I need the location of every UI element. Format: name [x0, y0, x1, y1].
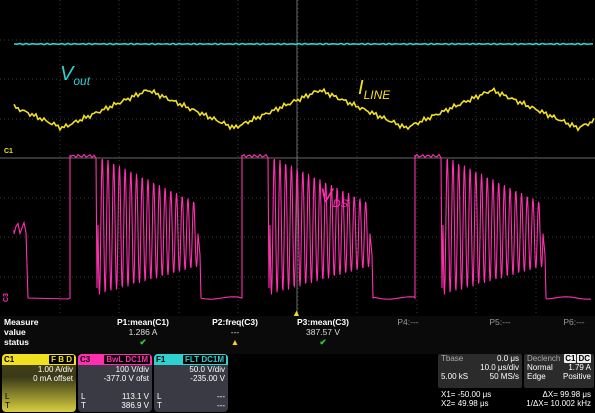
l-label: L [81, 392, 85, 401]
param-name: P1:mean(C1) [108, 317, 178, 327]
param-name: P3:mean(C3) [283, 317, 363, 327]
trigger-type: Edge [527, 372, 546, 381]
timebase-offset: 0.0 μs [497, 354, 519, 363]
param-p1[interactable]: P1:mean(C1) 1.286 A ✔ [108, 317, 178, 347]
x1-value: -50.00 μs [458, 390, 492, 399]
channel-offset: -235.00 V [154, 374, 228, 383]
dx-label: ΔX= [543, 390, 558, 399]
channel-offset: 0 mA offset [2, 374, 76, 383]
param-value: --- [200, 327, 270, 337]
status-ok-icon: ✔ [283, 337, 363, 347]
vds-label: VDS [320, 186, 349, 210]
param-name: P2:freq(C3) [200, 317, 270, 327]
param-name: P4:--- [378, 317, 438, 327]
trigger-source: C1 [564, 354, 576, 363]
dx-value: 99.98 μs [560, 390, 591, 399]
param-name: P5:--- [470, 317, 530, 327]
waveform-grid: Vout ILINE VDS C1 C3 ▲ [0, 0, 595, 316]
channel-c1-descriptor[interactable]: C1 F B D 1.00 A/div 0 mA offset L T [2, 354, 76, 412]
vout-label: Vout [60, 63, 91, 88]
channel-offset: -377.0 V ofst [78, 374, 152, 383]
channel-scale: 100 V/div [78, 365, 152, 374]
waveform-display[interactable]: Vout ILINE VDS C1 C3 ▲ [0, 0, 595, 316]
timebase-title: Tbase [441, 354, 463, 363]
iline-label: ILINE [358, 77, 391, 102]
x1-label: X1= [441, 390, 455, 399]
l-value: 113.1 V [122, 392, 149, 401]
status-warning-icon: ▲ [200, 337, 270, 347]
param-p5[interactable]: P5:--- [470, 317, 530, 327]
channel-number: C1 [4, 355, 14, 364]
cursor-readout: X1= -50.00 μs ΔX= 99.98 μs X2= 49.98 μs … [438, 390, 594, 412]
iline-trace [14, 88, 594, 130]
measure-row-label: Measure [4, 317, 39, 327]
trigger-level: 1.79 A [568, 363, 591, 372]
param-p3[interactable]: P3:mean(C3) 387.57 V ✔ [283, 317, 363, 347]
status-row-label: status [4, 337, 29, 347]
channel-tag: F B D [49, 355, 74, 364]
channel-tag: BwL DC1M [104, 355, 150, 364]
channel-c3-descriptor[interactable]: C3 BwL DC1M 100 V/div -377.0 V ofst L 113… [78, 354, 152, 412]
param-p6[interactable]: P6:--- [553, 317, 595, 327]
channel-scale: 50.0 V/div [154, 365, 228, 374]
timebase-tdiv: 10.0 μs/div [480, 363, 519, 372]
channel-tag: FLT DC1M [183, 355, 226, 364]
l-label: L [5, 392, 9, 401]
channel-number: C3 [80, 355, 90, 364]
value-row-label: value [4, 327, 26, 337]
channel-f1-descriptor[interactable]: F1 FLT DC1M 50.0 V/div -235.00 V L --- T -… [154, 354, 228, 412]
trigger-position-marker[interactable]: ▲ [292, 308, 301, 316]
channel-scale: 1.00 A/div [2, 365, 76, 374]
control-panel: C1 F B D 1.00 A/div 0 mA offset L T C3 B… [0, 354, 595, 413]
measurement-table: Measure value status P1:mean(C1) 1.286 A… [0, 316, 595, 354]
c1-marker[interactable]: C1 [4, 148, 13, 155]
timebase-descriptor[interactable]: Tbase 0.0 μs 10.0 μs/div 5.00 kS 50 MS/s [438, 354, 522, 388]
param-value: 387.57 V [283, 327, 363, 337]
timebase-rate: 50 MS/s [490, 372, 519, 381]
trigger-slope: Positive [563, 372, 591, 381]
inv-dx-label: 1/ΔX= [526, 399, 548, 408]
c3-marker[interactable]: C3 [3, 293, 10, 302]
t-label: T [81, 401, 86, 410]
x2-label: X2= [441, 399, 455, 408]
t-label: T [157, 401, 162, 410]
x2-value: 49.98 μs [458, 399, 489, 408]
timebase-samples: 5.00 kS [441, 372, 468, 381]
param-p4[interactable]: P4:--- [378, 317, 438, 327]
trigger-mode: Normal [527, 363, 553, 372]
inv-dx-value: 10.002 kHz [551, 399, 591, 408]
param-p2[interactable]: P2:freq(C3) --- ▲ [200, 317, 270, 347]
t-value: --- [217, 401, 225, 410]
param-value: 1.286 A [108, 327, 178, 337]
status-ok-icon: ✔ [108, 337, 178, 347]
vout-trace [14, 43, 593, 44]
l-value: --- [217, 392, 225, 401]
param-name: P6:--- [553, 317, 595, 327]
channel-number: F1 [156, 355, 165, 364]
trigger-descriptor[interactable]: Declench C1 DC Normal 1.79 A Edge Positive [524, 354, 594, 388]
t-label: T [5, 401, 10, 410]
trigger-coupling: DC [577, 354, 591, 363]
l-label: L [157, 392, 161, 401]
t-value: 386.9 V [121, 401, 149, 410]
trigger-title: Declench [527, 354, 560, 363]
